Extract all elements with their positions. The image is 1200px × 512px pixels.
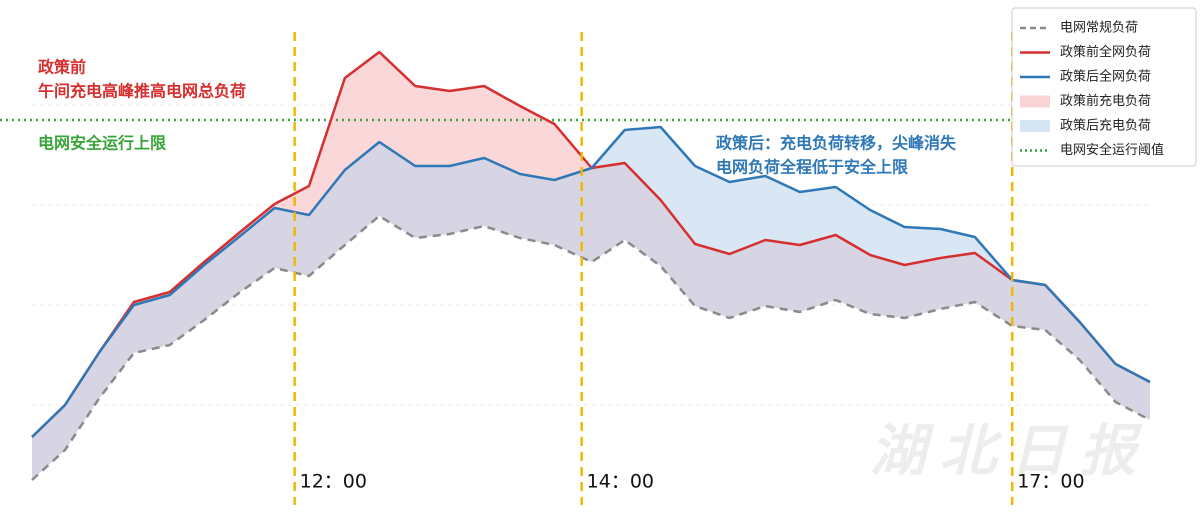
legend: 电网常规负荷政策前全网负荷政策后全网负荷政策前充电负荷政策后充电负荷电网安全运行… — [1011, 7, 1197, 167]
legend-swatch — [1020, 95, 1050, 108]
time-label: 14：00 — [587, 471, 654, 493]
fill-area — [32, 127, 1150, 480]
time-label: 17：00 — [1017, 471, 1084, 493]
series-line — [31, 125, 1151, 438]
watermark: 湖北日报 — [870, 419, 1150, 484]
legend-label: 政策前充电负荷 — [1060, 93, 1151, 109]
legend-label: 电网安全运行阈值 — [1060, 142, 1164, 158]
legend-swatch — [1020, 120, 1050, 132]
legend-label: 政策后全网负荷 — [1060, 69, 1151, 85]
legend-label: 电网常规负荷 — [1060, 21, 1138, 36]
annotation: 午间充电高峰推高电网总负荷 — [38, 82, 246, 101]
time-label: 12：00 — [300, 471, 367, 493]
annotation: 电网安全运行上限 — [38, 134, 167, 153]
annotation: 政策前 — [38, 58, 86, 77]
legend-label: 政策前全网负荷 — [1060, 44, 1151, 60]
series-line — [31, 214, 1151, 481]
annotation: 电网负荷全程低于安全上限 — [716, 158, 909, 177]
legend-box — [1011, 7, 1197, 167]
annotation: 政策后：充电负荷转移，尖峰消失 — [716, 134, 957, 153]
legend-label: 政策后充电负荷 — [1060, 118, 1151, 134]
